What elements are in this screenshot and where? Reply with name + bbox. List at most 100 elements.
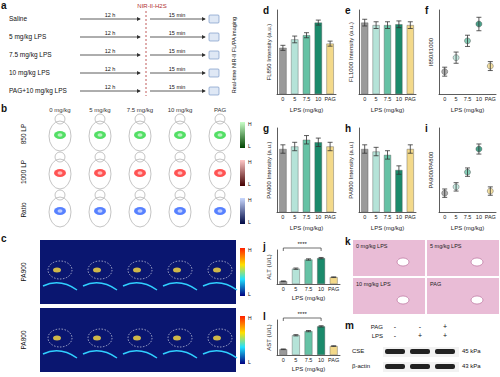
- svg-text:5 mg/kg LPS: 5 mg/kg LPS: [9, 33, 47, 41]
- svg-text:m: m: [345, 320, 354, 331]
- svg-text:-: -: [419, 323, 422, 330]
- svg-text:l: l: [263, 311, 266, 322]
- svg-text:1000 LP: 1000 LP: [20, 160, 27, 184]
- svg-text:12 h: 12 h: [105, 30, 116, 36]
- svg-text:L: L: [248, 291, 251, 297]
- svg-text:LPS (mg/kg): LPS (mg/kg): [290, 107, 323, 113]
- svg-text:7.5: 7.5: [464, 96, 472, 102]
- svg-text:β-actin: β-actin: [352, 363, 370, 369]
- svg-text:L: L: [248, 359, 251, 365]
- svg-text:-: -: [394, 323, 397, 330]
- svg-text:H: H: [248, 159, 252, 165]
- svg-text:0 mg/kg: 0 mg/kg: [49, 107, 70, 113]
- svg-text:5: 5: [293, 96, 296, 102]
- svg-text:NIR-II-H2S: NIR-II-H2S: [137, 3, 166, 9]
- svg-text:PAG: PAG: [324, 214, 335, 220]
- svg-text:12 h: 12 h: [105, 12, 116, 18]
- svg-text:7.5: 7.5: [384, 96, 392, 102]
- svg-text:LPS: LPS: [372, 333, 383, 339]
- svg-text:7.5 mg/kg: 7.5 mg/kg: [127, 107, 153, 113]
- svg-text:Real-time NIR-II FL/PA imaging: Real-time NIR-II FL/PA imaging: [231, 17, 237, 93]
- svg-text:PAG+10 mg/kg LPS: PAG+10 mg/kg LPS: [9, 87, 68, 95]
- svg-text:7.5: 7.5: [305, 357, 313, 363]
- svg-text:-: -: [394, 332, 397, 339]
- svg-text:H: H: [248, 247, 252, 253]
- svg-text:5 mg/kg: 5 mg/kg: [89, 107, 110, 113]
- svg-text:H: H: [248, 121, 252, 127]
- svg-text:****: ****: [298, 241, 308, 247]
- svg-text:PA900/PA800: PA900/PA800: [428, 151, 434, 188]
- svg-text:PA900 Intensity (a.u.): PA900 Intensity (a.u.): [266, 141, 272, 198]
- svg-text:LPS (mg/kg): LPS (mg/kg): [371, 107, 404, 113]
- svg-text:b: b: [1, 103, 7, 114]
- svg-text:PAG: PAG: [485, 214, 496, 220]
- svg-text:5 mg/kg LPS: 5 mg/kg LPS: [430, 243, 462, 249]
- svg-text:15 min: 15 min: [169, 66, 186, 72]
- svg-text:10: 10: [315, 96, 321, 102]
- svg-text:PAG: PAG: [214, 107, 227, 113]
- svg-text:45 kPa: 45 kPa: [462, 348, 481, 354]
- svg-text:PAG: PAG: [405, 214, 416, 220]
- svg-text:PAG: PAG: [485, 96, 496, 102]
- svg-text:H: H: [248, 197, 252, 203]
- svg-text:12 h: 12 h: [105, 66, 116, 72]
- svg-text:0: 0: [281, 214, 284, 220]
- svg-text:PAG: PAG: [324, 96, 335, 102]
- svg-text:PAG: PAG: [328, 286, 339, 292]
- svg-text:5: 5: [375, 96, 378, 102]
- svg-text:+: +: [418, 332, 422, 339]
- svg-text:L: L: [248, 143, 251, 149]
- svg-text:+: +: [443, 323, 447, 330]
- svg-text:0: 0: [281, 96, 284, 102]
- svg-text:PAG: PAG: [371, 324, 384, 330]
- svg-text:5: 5: [375, 214, 378, 220]
- svg-text:0: 0: [443, 214, 446, 220]
- svg-text:7.5: 7.5: [303, 214, 311, 220]
- svg-text:j: j: [262, 241, 266, 252]
- svg-text:k: k: [345, 236, 351, 247]
- svg-text:10 mg/kg LPS: 10 mg/kg LPS: [9, 69, 50, 77]
- svg-text:7.5: 7.5: [464, 214, 472, 220]
- svg-text:5: 5: [293, 214, 296, 220]
- svg-text:10: 10: [476, 96, 482, 102]
- svg-text:i: i: [425, 123, 428, 134]
- svg-text:+: +: [443, 332, 447, 339]
- svg-text:5: 5: [294, 357, 297, 363]
- svg-text:5: 5: [455, 214, 458, 220]
- svg-text:AST (U/L): AST (U/L): [266, 324, 272, 351]
- svg-text:I850/I1000: I850/I1000: [428, 37, 434, 66]
- svg-text:10: 10: [318, 357, 324, 363]
- svg-text:0: 0: [363, 214, 366, 220]
- svg-text:10: 10: [396, 96, 402, 102]
- svg-text:LPS (mg/kg): LPS (mg/kg): [451, 107, 484, 113]
- svg-text:L: L: [248, 219, 251, 225]
- svg-text:PA800: PA800: [20, 330, 27, 349]
- svg-text:15 min: 15 min: [169, 48, 186, 54]
- svg-text:LPS (mg/kg): LPS (mg/kg): [290, 225, 323, 231]
- svg-text:PAG: PAG: [430, 281, 441, 287]
- svg-text:10: 10: [315, 214, 321, 220]
- svg-text:PA800 Intensity (a.u.): PA800 Intensity (a.u.): [348, 141, 354, 198]
- svg-text:10: 10: [318, 286, 324, 292]
- svg-text:f: f: [425, 5, 429, 16]
- svg-text:Saline: Saline: [9, 15, 27, 22]
- svg-text:10: 10: [476, 214, 482, 220]
- svg-text:12 h: 12 h: [105, 84, 116, 90]
- svg-text:c: c: [1, 233, 7, 244]
- svg-text:LPS (mg/kg): LPS (mg/kg): [292, 366, 325, 372]
- svg-text:e: e: [345, 5, 351, 16]
- svg-text:a: a: [1, 0, 7, 11]
- svg-text:L: L: [248, 181, 251, 187]
- svg-text:7.5: 7.5: [305, 286, 313, 292]
- svg-text:15 min: 15 min: [169, 12, 186, 18]
- svg-text:15 min: 15 min: [169, 30, 186, 36]
- svg-text:ALT (U/L): ALT (U/L): [266, 254, 272, 279]
- svg-text:5: 5: [294, 286, 297, 292]
- svg-text:LPS (mg/kg): LPS (mg/kg): [451, 225, 484, 231]
- svg-text:10 mg/kg LPS: 10 mg/kg LPS: [356, 281, 391, 287]
- svg-text:0: 0: [282, 357, 285, 363]
- svg-text:PA900: PA900: [20, 262, 27, 281]
- svg-text:5: 5: [455, 96, 458, 102]
- svg-text:Ratio: Ratio: [20, 202, 27, 218]
- svg-text:PAG: PAG: [328, 357, 339, 363]
